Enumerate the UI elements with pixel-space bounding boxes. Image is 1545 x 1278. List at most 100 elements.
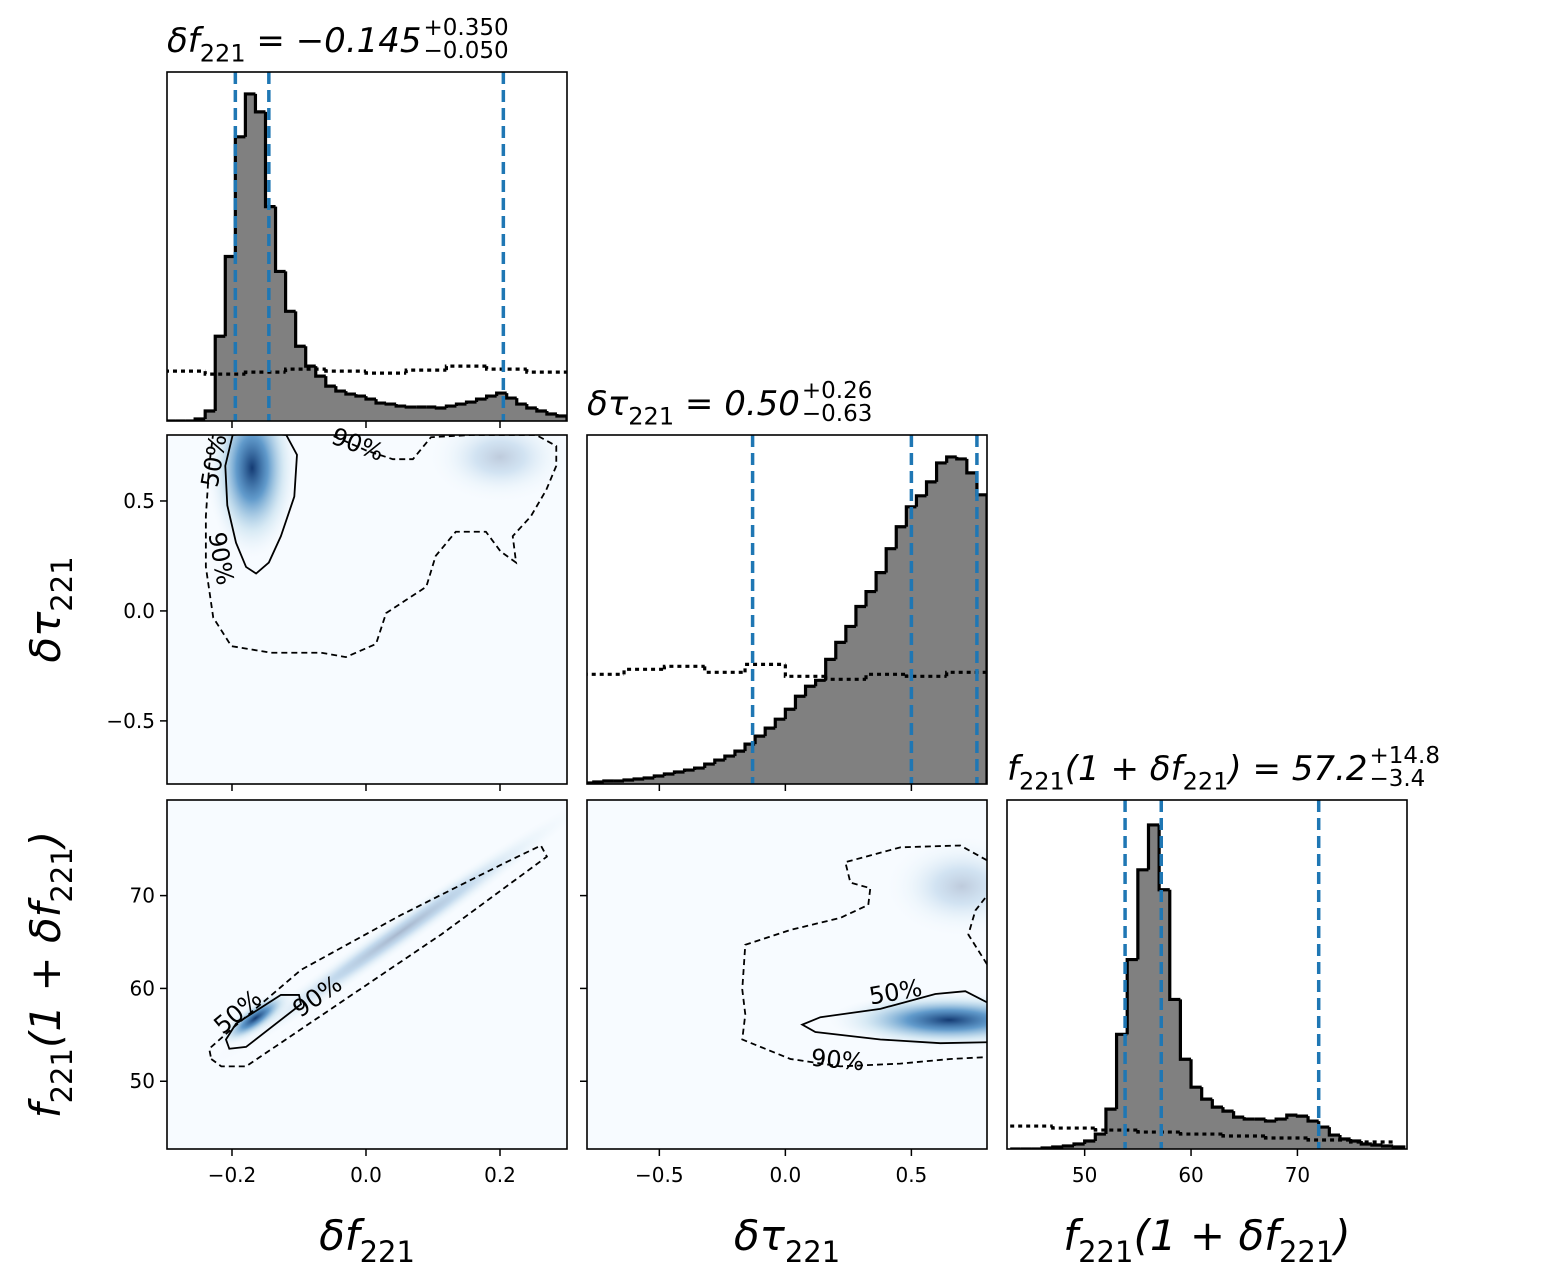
hist-step [1093,1132,1106,1142]
prior-step [1178,1132,1223,1136]
hist-bar [225,256,236,421]
hist-step [1359,1141,1372,1146]
hist-step [834,640,846,660]
title-upper: +0.350 [424,15,509,41]
hist-step [384,402,397,406]
hist-step [1072,1142,1085,1147]
hist-bar [876,572,887,784]
hist-step [1295,1114,1309,1118]
hist-step [844,624,856,643]
text-part: = 0.50 [674,384,800,424]
x-tick-label: −0.5 [635,1163,684,1187]
hist-bar [1254,1119,1266,1149]
text-part: (1 + δf [21,896,70,1048]
hist-bar [1297,1116,1309,1149]
hist-step [1210,1099,1223,1109]
hist-step [1061,1144,1075,1148]
hist-step [474,397,487,403]
subscript: 221 [628,403,674,431]
hist-step [1391,1145,1406,1149]
hist-step [263,111,276,209]
hist-step [1263,1119,1277,1123]
density-peak [886,836,987,937]
hist-step [924,480,937,496]
hist-bar [386,404,397,421]
subscript: 221 [1279,1235,1334,1269]
hist-step [773,717,786,729]
prior-step [525,369,567,374]
hist-bar [1339,1139,1352,1149]
hist-bar [916,495,927,784]
prior-step [484,366,527,371]
hist-bar [634,779,645,784]
hist-bar [674,772,685,784]
hist-bar [1244,1119,1256,1149]
hist-step [213,334,226,412]
hist-bar [285,311,297,421]
text-part: δτ [21,611,70,663]
subscript: 221 [45,1048,79,1103]
hist-step [914,494,927,507]
hist-step [587,781,594,784]
hist-bar [805,686,817,784]
hist-step [1274,1117,1287,1122]
hist-bar [815,680,827,784]
hist-bar [624,780,635,784]
panel-frame [166,71,568,422]
hist-bar [976,494,987,784]
hist-step [495,391,507,397]
hist-step [1083,1139,1096,1145]
hist-step [1380,1144,1394,1148]
hist-bar [245,93,256,421]
hist-step [555,414,567,421]
prior-step [1263,1136,1309,1140]
text-part: ) = 57.2 [1225,749,1367,789]
hist-step [434,406,447,410]
hist-step [484,394,497,400]
subscript: 221 [200,40,246,68]
title-lower: −0.63 [802,401,872,427]
hist-step [253,93,266,114]
subscript: 221 [360,1235,415,1269]
subscript: 221 [785,1235,840,1269]
hist-step [374,399,387,405]
hist-bar [265,206,276,421]
x-tick-label: 50 [1072,1163,1097,1187]
hist-step [934,461,947,482]
hist-bar [1201,1099,1213,1149]
hist-step [454,402,467,407]
x-tick-label: 0.5 [895,1163,927,1187]
hist-bar [1329,1135,1341,1149]
hist-step [713,758,725,765]
prior-step [864,672,907,680]
hist-step [1232,1111,1245,1119]
hist-bar [956,458,968,784]
hist-bar [1159,889,1171,1149]
text-part: δf [319,1211,366,1260]
hist-step [783,707,796,720]
hist-bar [755,736,766,784]
hist-bar [335,391,347,421]
subscript: 221 [45,847,79,902]
y-axis-label: f221(1 + δf221) [21,831,79,1118]
hist-step [894,525,907,549]
title-lower: −3.4 [1369,766,1425,792]
hist-bar [906,506,917,784]
x-tick-label: 0.0 [769,1163,801,1187]
hist-bar [1084,1141,1096,1149]
prior-step [444,364,487,371]
hist-bar [936,462,948,784]
hist-bar [526,408,538,421]
hist-bar [946,456,958,784]
hist-bar [1191,1087,1203,1149]
hist-bar [315,376,327,421]
hist-bar [376,403,387,421]
hist-step [203,409,216,420]
contour [208,844,549,1068]
hist-bar [305,366,317,421]
panel [587,435,987,784]
x-tick-label: 70 [1285,1163,1310,1187]
panel-title: δτ221 = 0.50 [587,384,800,431]
y-tick-label: 60 [130,976,155,1000]
prior-step [662,664,705,670]
